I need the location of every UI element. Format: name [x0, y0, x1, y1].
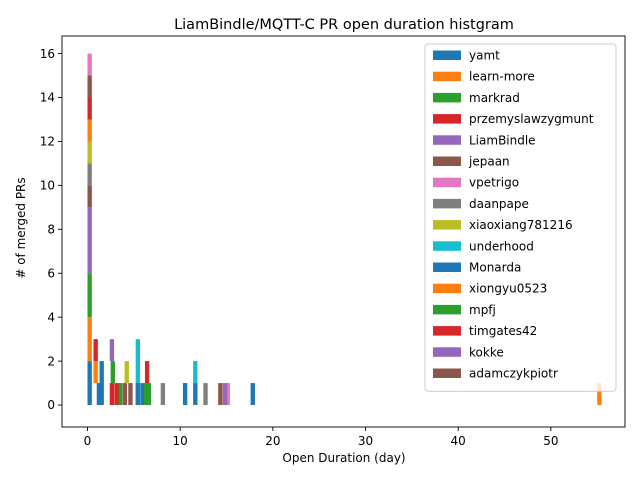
legend-swatch [433, 71, 461, 82]
legend: yamt learn-more markrad przemyslawzygmunt Li… [424, 43, 617, 392]
y-tick-label: 8 [47, 223, 55, 237]
bar-series-1 [597, 383, 602, 406]
bar-series-1 [87, 317, 92, 362]
plot-frame [61, 35, 626, 428]
legend-label: xiaoxiang781216 [469, 218, 573, 232]
legend-swatch [433, 135, 461, 145]
legend-label: timgates42 [469, 324, 537, 338]
bar-series-7 [203, 383, 208, 406]
y-axis-label: # of merged PRs [14, 177, 28, 278]
bar-series-4 [87, 207, 92, 274]
legend-label: adamczykpiotr [469, 367, 558, 381]
legend-label: przemyslawzygmunt [469, 112, 594, 126]
bar-series-0 [250, 383, 255, 406]
x-tick-label: 50 [543, 434, 558, 448]
bar-series-2 [110, 361, 116, 384]
bar-series-13 [87, 97, 92, 120]
x-axis-label: Open Duration (day) [282, 451, 405, 465]
legend-label: kokke [469, 345, 504, 359]
legend-swatch [433, 114, 461, 124]
y-tick-label: 14 [40, 91, 55, 105]
x-tick-label: 30 [358, 434, 373, 448]
legend-frame [424, 43, 617, 392]
bar-series-14 [222, 383, 228, 406]
legend-label: markrad [469, 91, 520, 105]
y-axis: 0 2 4 6 8 10 12 14 16 [40, 47, 62, 412]
legend-swatch [433, 304, 461, 315]
x-tick-label: 20 [265, 434, 280, 448]
bar-series-11 [87, 119, 92, 142]
y-tick-label: 6 [47, 266, 55, 280]
bar-series-0 [193, 383, 198, 406]
bar-series-2 [118, 383, 123, 406]
y-tick-label: 4 [47, 310, 55, 324]
bar-series-9 [193, 361, 198, 384]
y-tick-label: 2 [47, 354, 55, 368]
x-tick-label: 40 [451, 434, 466, 448]
legend-swatch [433, 368, 461, 378]
bar-series-5 [87, 185, 92, 208]
bar-series-3 [114, 383, 119, 406]
bar-series-5 [122, 383, 128, 406]
legend-swatch [433, 262, 461, 272]
bar-series-15 [218, 383, 223, 406]
y-tick-label: 10 [40, 179, 55, 193]
y-tick-label: 16 [40, 47, 55, 61]
bar-series-15 [87, 75, 92, 98]
legend-label: daanpape [469, 197, 529, 211]
bar-series-8 [87, 141, 92, 164]
bar-series-2 [87, 273, 92, 318]
bars-layer [87, 53, 602, 406]
bar-series-8 [124, 361, 129, 384]
bar-series-10 [135, 383, 141, 406]
y-tick-label: 12 [40, 135, 55, 149]
legend-swatch [433, 198, 461, 209]
legend-swatch [433, 177, 461, 188]
legend-swatch [433, 241, 461, 251]
bar-series-2 [146, 383, 152, 406]
bar-series-0 [182, 383, 188, 406]
legend-label: underhood [469, 239, 534, 253]
bar-series-13 [144, 361, 150, 384]
legend-label: Monarda [469, 261, 521, 275]
bar-series-1 [93, 361, 98, 384]
bar-series-0 [96, 383, 102, 406]
legend-swatch [433, 156, 461, 166]
legend-label: learn-more [469, 70, 535, 84]
chart-title: LiamBindle/MQTT-C PR open duration histg… [174, 17, 514, 33]
bar-series-12 [144, 383, 149, 406]
bar-series-3 [109, 383, 115, 406]
y-tick-label: 0 [47, 398, 55, 412]
legend-swatch [433, 220, 461, 230]
legend-label: jepaan [468, 155, 510, 169]
bar-series-6 [225, 383, 230, 406]
legend-label: yamt [469, 49, 500, 63]
legend-swatch [433, 326, 461, 336]
bar-series-0 [99, 361, 104, 406]
x-axis: 0 10 20 30 40 50 [84, 427, 559, 448]
bar-series-16 [87, 53, 92, 76]
bar-series-0 [140, 383, 145, 406]
legend-swatch [433, 92, 461, 103]
legend-label: LiamBindle [469, 133, 536, 147]
bar-series-7 [160, 383, 166, 406]
bar-series-9 [135, 339, 141, 384]
legend-label: xiongyu0523 [469, 282, 547, 296]
bar-series-4 [109, 339, 115, 362]
bar-series-3 [93, 339, 98, 362]
legend-swatch [433, 283, 461, 294]
legend-label: mpfj [469, 303, 496, 317]
plot-area [61, 35, 626, 428]
legend-swatch [433, 50, 461, 60]
legend-label: vpetrigo [469, 176, 519, 190]
legend-swatch [433, 347, 461, 357]
x-tick-label: 0 [84, 434, 92, 448]
bar-series-0 [87, 361, 92, 406]
bar-series-7 [87, 163, 92, 186]
bar-series-5 [128, 383, 133, 406]
x-tick-label: 10 [173, 434, 188, 448]
